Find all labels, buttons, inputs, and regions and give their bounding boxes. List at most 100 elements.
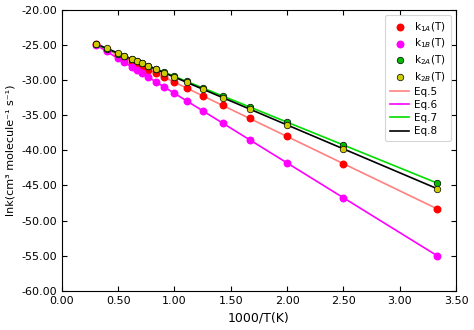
Eq.7 [93,43,99,47]
k$_{2A}$(T) [199,85,206,90]
k$_{2B}$(T) [199,86,206,92]
Eq.5 [295,140,301,144]
Eq.5 [402,191,408,195]
k$_{1A}$(T) [283,134,291,139]
k$_{1A}$(T) [246,116,254,121]
k$_{2B}$(T) [246,106,254,112]
k$_{2B}$(T) [103,46,110,51]
Line: Eq.7: Eq.7 [96,45,438,183]
k$_{2A}$(T) [171,74,178,79]
Line: Eq.5: Eq.5 [96,44,438,209]
Eq.6 [296,168,302,172]
k$_{2A}$(T) [92,42,100,47]
Eq.8 [381,164,386,168]
k$_{2A}$(T) [283,119,291,125]
k$_{2A}$(T) [133,58,141,64]
k$_{2B}$(T) [152,66,159,72]
Eq.5 [296,140,302,144]
k$_{2B}$(T) [340,146,347,151]
k$_{2B}$(T) [114,50,122,56]
Eq.6 [302,172,308,176]
k$_{1B}$(T) [340,195,347,200]
k$_{2A}$(T) [128,57,136,62]
Legend: k$_{1A}$(T), k$_{1B}$(T), k$_{2A}$(T), k$_{2B}$(T), Eq.5, Eq.6, Eq.7, Eq.8: k$_{1A}$(T), k$_{1B}$(T), k$_{2A}$(T), k… [385,15,451,142]
k$_{2A}$(T) [103,46,110,51]
k$_{1A}$(T) [160,75,168,80]
k$_{2A}$(T) [138,61,146,66]
k$_{1B}$(T) [160,84,168,89]
k$_{1B}$(T) [434,253,441,258]
k$_{2A}$(T) [114,51,122,56]
k$_{2B}$(T) [145,63,152,69]
k$_{1A}$(T) [171,80,178,85]
k$_{1A}$(T) [199,93,206,98]
Eq.6 [381,221,386,225]
k$_{1A}$(T) [128,59,136,64]
k$_{1B}$(T) [138,71,146,76]
Eq.7 [295,124,301,128]
k$_{1B}$(T) [114,56,122,61]
k$_{2A}$(T) [120,53,128,59]
k$_{1A}$(T) [103,47,110,52]
Line: Eq.8: Eq.8 [96,44,438,189]
k$_{2A}$(T) [246,104,254,110]
Eq.8 [435,187,440,191]
Y-axis label: lnk(cm³ molecule⁻¹ s⁻¹): lnk(cm³ molecule⁻¹ s⁻¹) [6,84,16,216]
k$_{2B}$(T) [283,122,291,128]
k$_{1A}$(T) [152,71,159,76]
k$_{2A}$(T) [160,70,168,75]
Eq.6 [93,43,99,47]
k$_{1A}$(T) [219,103,227,108]
Eq.7 [435,181,440,185]
k$_{2A}$(T) [219,93,227,99]
k$_{2B}$(T) [120,53,128,58]
k$_{1A}$(T) [183,85,191,91]
Eq.7 [402,168,408,172]
k$_{1A}$(T) [133,61,141,67]
Eq.6 [402,234,408,238]
k$_{1B}$(T) [120,60,128,65]
k$_{1A}$(T) [434,206,441,212]
Eq.5 [381,181,386,185]
k$_{1B}$(T) [152,79,159,84]
k$_{2A}$(T) [183,79,191,84]
k$_{1B}$(T) [199,108,206,113]
Eq.8 [402,173,408,177]
k$_{2B}$(T) [160,70,168,75]
k$_{2A}$(T) [434,181,441,186]
Eq.5 [435,207,440,211]
k$_{1B}$(T) [145,75,152,80]
Eq.6 [94,43,100,47]
Eq.5 [93,42,99,46]
k$_{2B}$(T) [434,186,441,191]
k$_{2A}$(T) [152,66,159,71]
Eq.7 [296,125,302,129]
k$_{1B}$(T) [133,67,141,73]
Eq.6 [435,254,440,258]
Eq.7 [381,159,386,163]
k$_{1A}$(T) [138,64,146,69]
Eq.8 [302,130,308,134]
k$_{2B}$(T) [133,58,141,64]
k$_{2B}$(T) [138,61,146,66]
Line: Eq.6: Eq.6 [96,45,438,256]
Eq.6 [295,168,301,172]
k$_{2B}$(T) [92,41,100,46]
k$_{1B}$(T) [103,49,110,54]
k$_{1B}$(T) [171,91,178,96]
k$_{1B}$(T) [246,137,254,143]
k$_{1A}$(T) [92,42,100,47]
Eq.7 [94,43,100,47]
Eq.5 [94,43,100,47]
k$_{2B}$(T) [171,75,178,80]
k$_{2B}$(T) [183,80,191,85]
k$_{1A}$(T) [145,67,152,72]
k$_{1B}$(T) [219,120,227,126]
Eq.8 [295,128,301,132]
Eq.8 [296,128,302,132]
Eq.8 [93,42,99,46]
k$_{2B}$(T) [128,56,136,62]
Eq.7 [302,127,308,131]
k$_{1A}$(T) [120,55,128,61]
k$_{1A}$(T) [114,52,122,58]
